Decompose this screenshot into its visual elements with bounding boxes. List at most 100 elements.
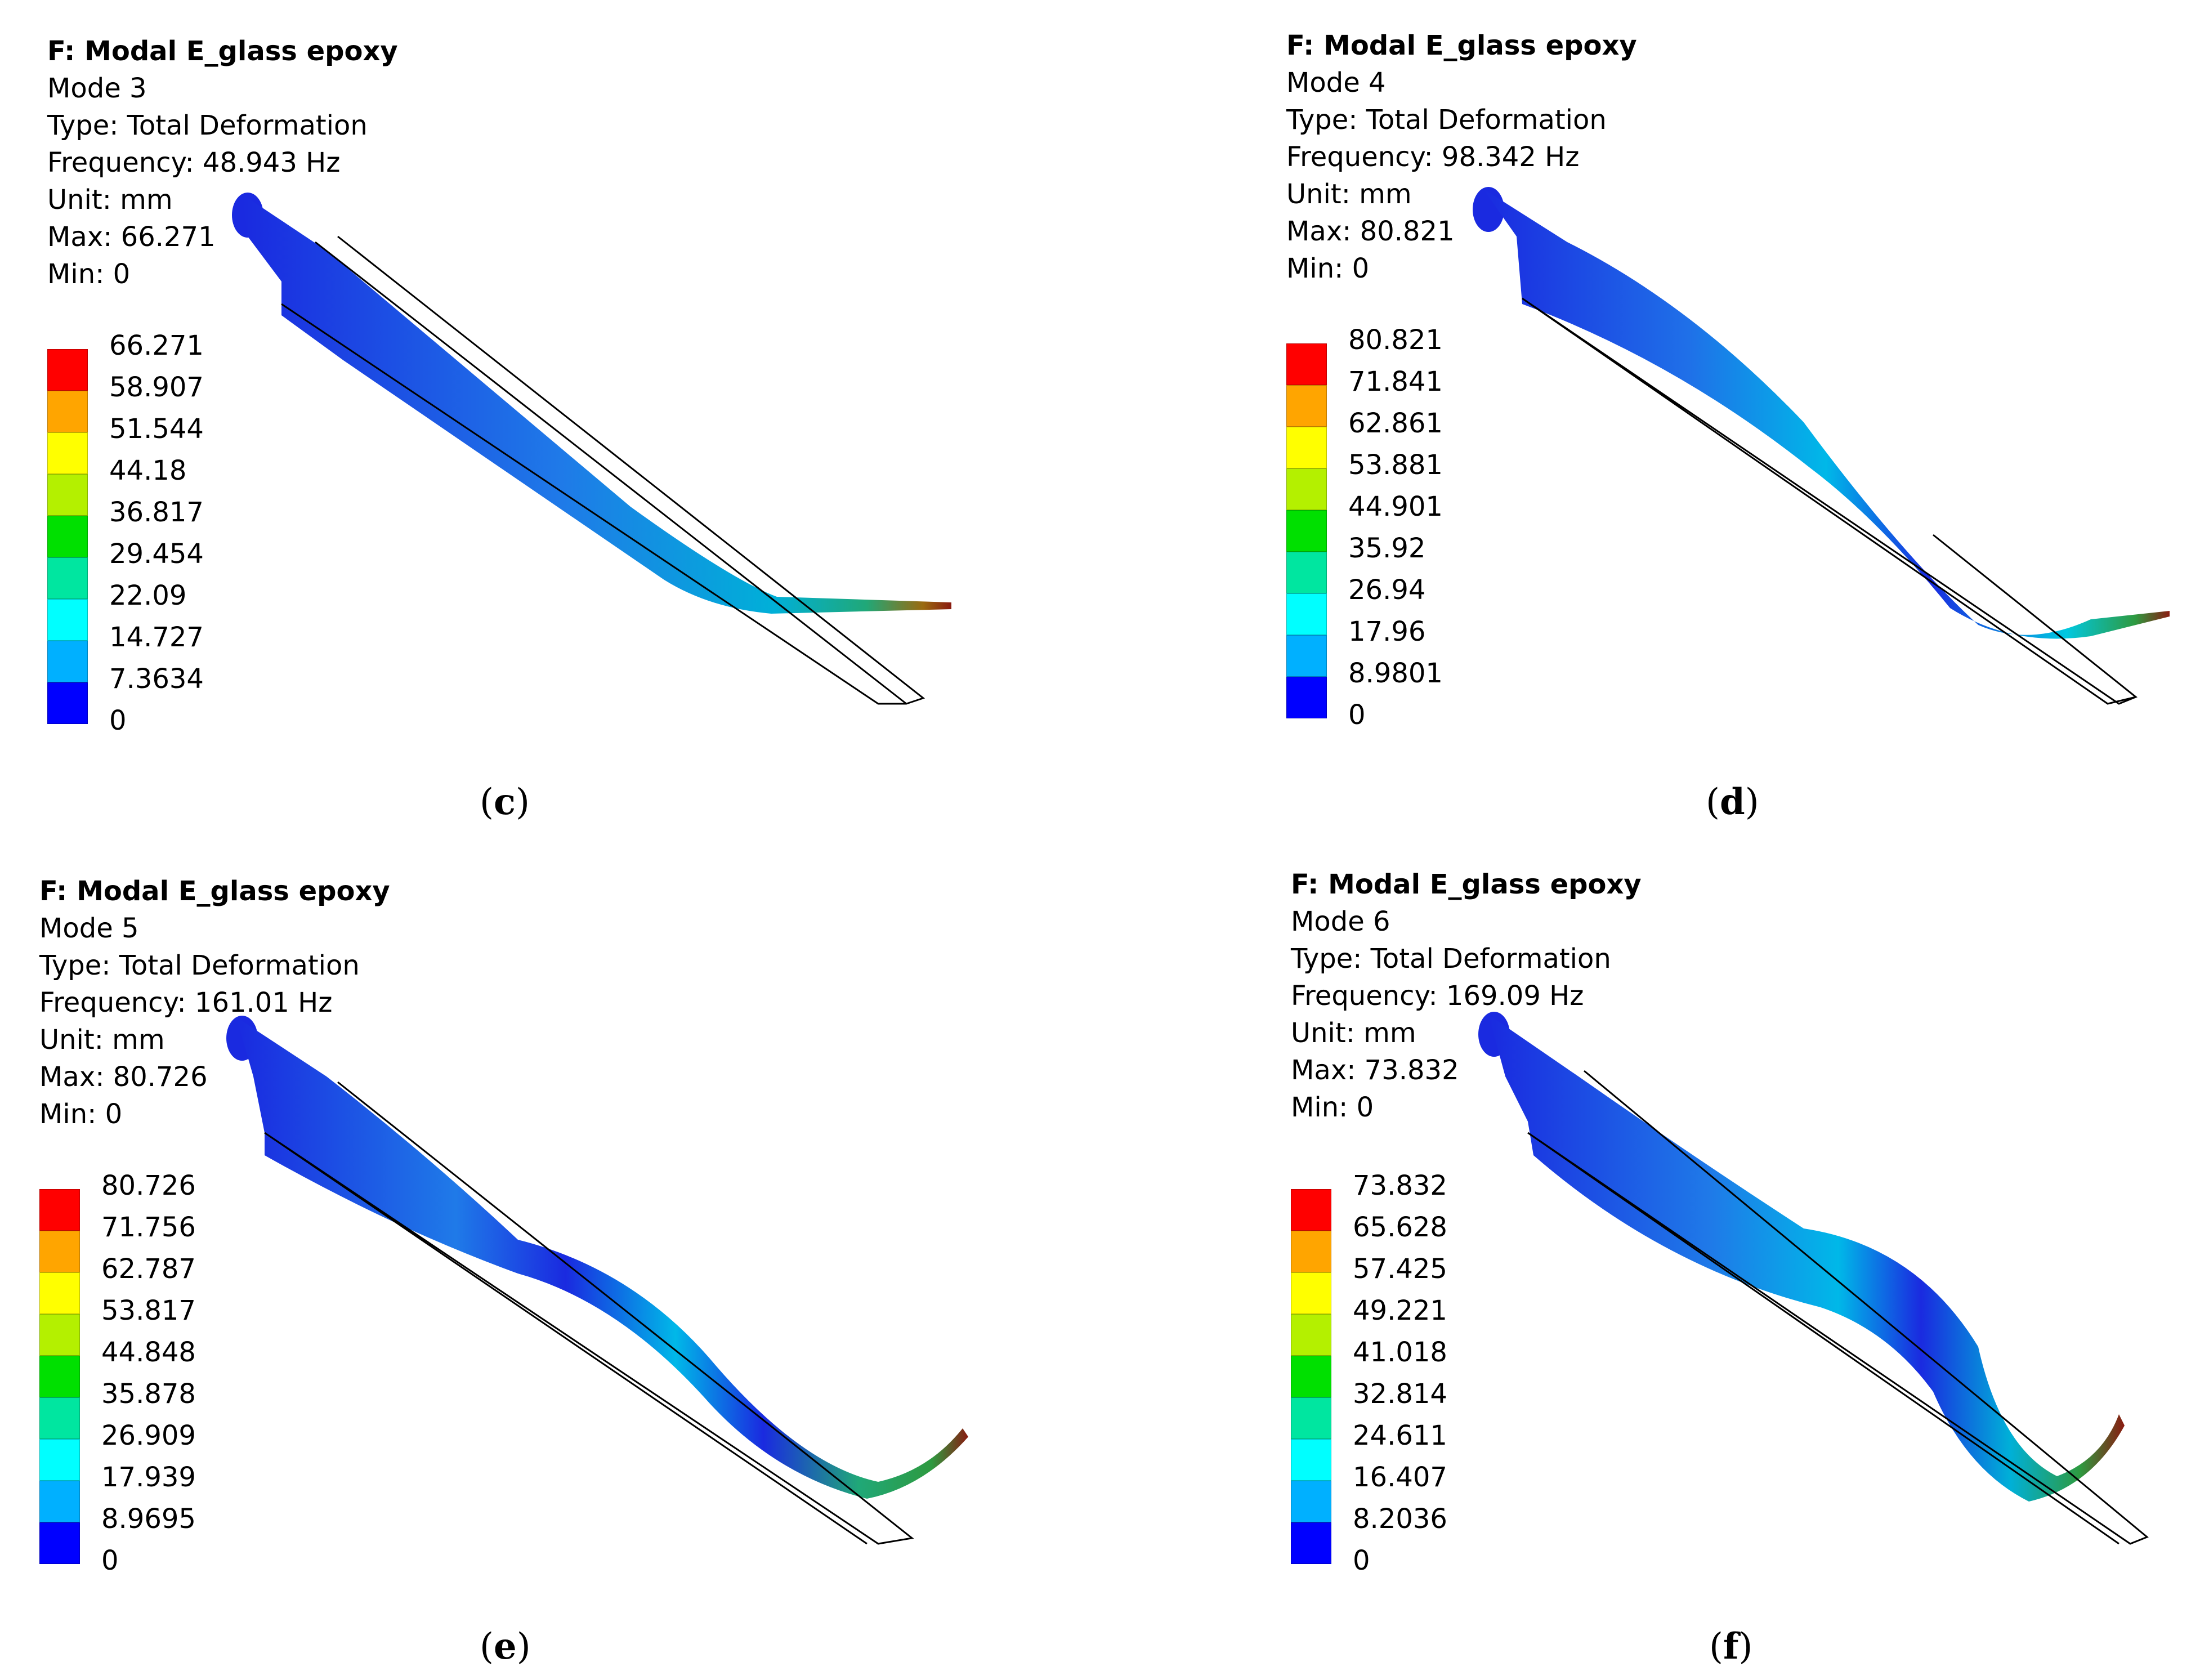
legend-swatch <box>47 557 88 599</box>
legend-value: 51.544 <box>109 413 204 445</box>
max-label: Max: 80.821 <box>1286 216 1455 247</box>
legend-swatch <box>1286 385 1327 427</box>
legend-value: 22.09 <box>109 580 187 611</box>
legend-swatch <box>39 1189 80 1231</box>
legend-swatch <box>39 1272 80 1314</box>
frequency-label: Frequency: 98.342 Hz <box>1286 141 1580 173</box>
legend-swatch <box>39 1314 80 1356</box>
mode-label: Mode 4 <box>1286 67 1386 99</box>
caption-close: ) <box>516 1626 531 1668</box>
legend-swatch <box>1291 1189 1331 1231</box>
legend-swatch <box>1286 677 1327 718</box>
legend-swatch <box>1291 1272 1331 1314</box>
legend-value: 44.18 <box>109 455 187 486</box>
legend-swatch <box>39 1397 80 1439</box>
caption-letter: f <box>1723 1625 1739 1668</box>
legend-swatch <box>1291 1439 1331 1481</box>
legend-value: 49.221 <box>1353 1295 1447 1326</box>
panel-caption: (d) <box>1706 781 1759 823</box>
legend-swatch <box>1291 1522 1331 1564</box>
undeformed-outline <box>281 235 925 705</box>
legend-value: 0 <box>109 705 127 736</box>
max-label: Max: 73.832 <box>1291 1055 1459 1086</box>
legend-value: 71.841 <box>1348 366 1443 397</box>
result-info: F: Modal E_glass epoxy Mode 3 Type: Tota… <box>47 33 398 293</box>
legend-value: 44.901 <box>1348 491 1443 522</box>
legend-value: 29.454 <box>109 538 204 570</box>
caption-letter: e <box>493 1625 517 1668</box>
legend-swatch <box>47 516 88 557</box>
undeformed-outline <box>1522 297 2138 705</box>
legend-value: 7.3634 <box>109 663 204 695</box>
max-label: Max: 80.726 <box>39 1061 208 1093</box>
deformed-blade-model <box>1478 1012 2149 1545</box>
min-label: Min: 0 <box>1286 253 1370 284</box>
deformed-blade <box>1483 189 2170 639</box>
deformed-blade <box>236 1017 968 1499</box>
legend-swatch <box>39 1356 80 1397</box>
result-title: F: Modal E_glass epoxy <box>1286 30 1637 61</box>
type-label: Type: Total Deformation <box>39 950 360 981</box>
caption-close: ) <box>515 781 530 823</box>
deformed-blade <box>1488 1015 2125 1502</box>
legend-value: 26.94 <box>1348 574 1426 606</box>
legend-value: 62.787 <box>101 1253 196 1285</box>
legend-swatch <box>47 391 88 432</box>
legend-swatch <box>39 1481 80 1522</box>
legend-value: 58.907 <box>109 372 204 403</box>
caption-close: ) <box>1738 1626 1753 1668</box>
legend-swatch <box>1286 635 1327 677</box>
legend-value: 8.2036 <box>1353 1503 1447 1535</box>
max-label: Max: 66.271 <box>47 221 216 253</box>
legend-swatch <box>47 349 88 391</box>
legend-value: 62.861 <box>1348 408 1443 439</box>
type-label: Type: Total Deformation <box>47 110 368 141</box>
unit-label: Unit: mm <box>39 1024 165 1056</box>
legend-value: 80.726 <box>101 1170 196 1201</box>
legend-value: 53.881 <box>1348 449 1443 481</box>
legend-value: 44.848 <box>101 1337 196 1368</box>
legend-swatch <box>1291 1356 1331 1397</box>
legend-swatch <box>1291 1314 1331 1356</box>
legend-swatch <box>39 1522 80 1564</box>
panel-mode-6: F: Modal E_glass epoxy Mode 6 Type: Tota… <box>1100 840 2200 1680</box>
legend-value: 65.628 <box>1353 1212 1447 1243</box>
legend-value: 41.018 <box>1353 1337 1447 1368</box>
caption-open: ( <box>480 781 494 823</box>
legend-swatch <box>39 1439 80 1481</box>
legend-value: 16.407 <box>1353 1462 1447 1493</box>
unit-label: Unit: mm <box>47 184 173 216</box>
legend-swatch <box>47 682 88 724</box>
legend-swatch <box>1291 1231 1331 1272</box>
panel-caption: (c) <box>480 781 530 823</box>
mode-label: Mode 3 <box>47 73 147 104</box>
caption-letter: c <box>493 781 516 823</box>
undeformed-outline <box>1527 1070 2149 1545</box>
legend-swatch <box>1291 1397 1331 1439</box>
legend-value: 71.756 <box>101 1212 196 1243</box>
legend-swatch <box>47 641 88 682</box>
legend-value: 8.9801 <box>1348 658 1443 689</box>
legend-value: 24.611 <box>1353 1420 1447 1451</box>
legend-value: 26.909 <box>101 1420 196 1451</box>
legend-value: 36.817 <box>109 497 204 528</box>
min-label: Min: 0 <box>39 1098 123 1130</box>
legend-value: 0 <box>101 1545 119 1576</box>
deformed-blade-model <box>226 1016 968 1545</box>
legend-swatch <box>1291 1481 1331 1522</box>
legend-swatch <box>1286 510 1327 552</box>
legend-swatch <box>1286 552 1327 593</box>
legend-value: 0 <box>1353 1545 1370 1576</box>
frequency-label: Frequency: 169.09 Hz <box>1291 980 1584 1012</box>
caption-open: ( <box>1706 781 1720 823</box>
deformed-blade <box>242 194 951 614</box>
result-title: F: Modal E_glass epoxy <box>39 875 390 907</box>
caption-close: ) <box>1745 781 1759 823</box>
mode-label: Mode 6 <box>1291 906 1390 937</box>
legend-swatch <box>1286 468 1327 510</box>
min-label: Min: 0 <box>1291 1092 1374 1123</box>
result-info: F: Modal E_glass epoxy Mode 6 Type: Tota… <box>1291 866 1642 1126</box>
deformed-blade-model <box>232 193 951 705</box>
min-label: Min: 0 <box>47 258 131 290</box>
legend-value: 80.821 <box>1348 324 1443 356</box>
